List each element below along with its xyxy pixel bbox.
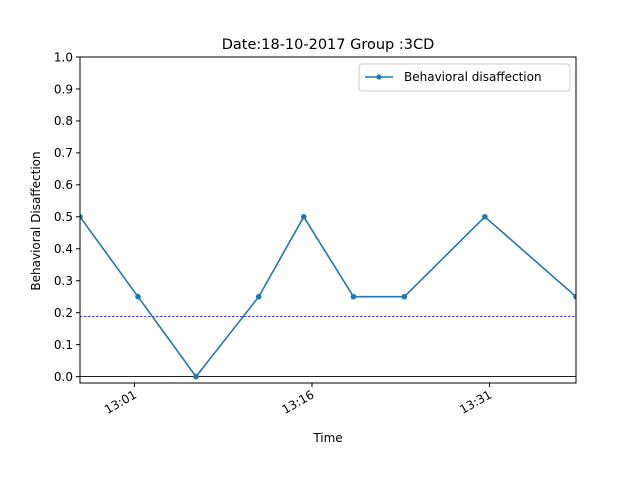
legend-marker (376, 74, 382, 80)
plot-area (80, 214, 576, 380)
y-tick-label: 0.3 (54, 274, 73, 288)
y-tick-label: 0.4 (54, 242, 73, 256)
data-point (482, 214, 488, 220)
axes: 0.00.10.20.30.40.50.60.70.80.91.013:01 13… (54, 50, 577, 417)
y-tick-label: 0.6 (54, 178, 73, 192)
data-point (401, 293, 408, 300)
data-point (193, 373, 199, 380)
legend: Behavioral disaffection (358, 63, 571, 92)
y-tick-label: 0.2 (54, 306, 73, 320)
y-tick-label: 0.5 (54, 210, 73, 224)
data-point (80, 214, 83, 220)
x-axis-label: Time (312, 431, 342, 445)
y-tick-label: 0.7 (54, 146, 73, 160)
plot-frame (79, 56, 577, 384)
legend-label: Behavioral disaffection (404, 70, 542, 84)
y-tick-label: 0.1 (54, 338, 73, 352)
y-tick-label: 0.9 (54, 82, 73, 96)
data-point (350, 293, 357, 300)
y-tick-label: 0.8 (54, 114, 73, 128)
data-point (300, 214, 307, 220)
chart-title: Date:18-10-2017 Group :3CD (222, 37, 435, 53)
y-tick-label: 1.0 (54, 50, 73, 64)
plot-clipped-group (80, 214, 576, 380)
data-point (255, 293, 262, 300)
data-point (135, 293, 141, 300)
legend-box (358, 63, 571, 92)
data-point (573, 293, 576, 300)
y-axis-label: Behavioral Disaffection (29, 151, 43, 290)
y-tick-label: 0.0 (54, 370, 73, 384)
